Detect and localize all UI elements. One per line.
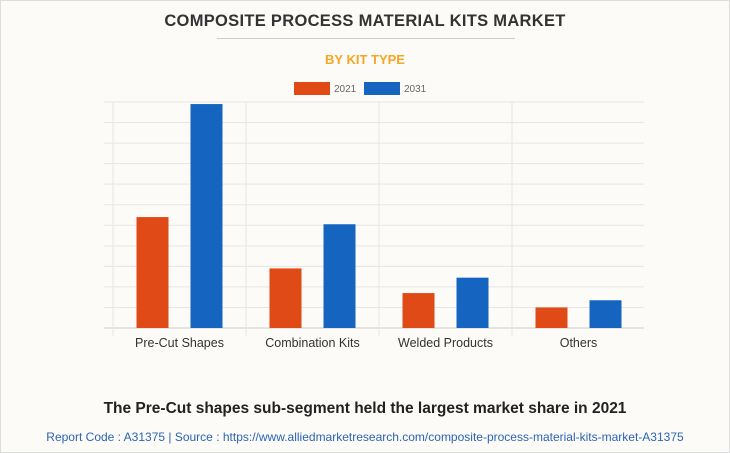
x-tick-label: Welded Products <box>398 336 493 350</box>
title-divider <box>217 38 515 39</box>
bar-2031 <box>190 104 223 329</box>
bar-2031 <box>589 300 622 328</box>
legend-swatch-2021 <box>294 82 330 95</box>
bar-2031 <box>456 277 489 328</box>
bar-2031 <box>323 224 356 328</box>
x-tick-label: Others <box>560 336 598 350</box>
legend-label: 2021 <box>334 84 357 95</box>
legend-label: 2031 <box>404 84 427 95</box>
x-tick-label: Combination Kits <box>265 336 360 350</box>
bar-chart: Pre-Cut Shapes Combination Kits Welded Pro… <box>104 82 644 350</box>
bar-2021 <box>535 307 568 328</box>
chart-title: COMPOSITE PROCESS MATERIAL KITS MARKET <box>164 12 566 30</box>
bar-2021 <box>402 293 435 328</box>
source-line: Report Code : A31375 | Source : https://… <box>46 430 684 444</box>
bar-2021 <box>136 217 169 328</box>
legend-swatch-2031 <box>364 82 400 95</box>
chart-caption: The Pre-Cut shapes sub-segment held the … <box>103 400 627 417</box>
x-tick-label: Pre-Cut Shapes <box>135 336 224 350</box>
bar-2021 <box>269 268 302 328</box>
chart-subtitle: BY KIT TYPE <box>325 52 405 67</box>
